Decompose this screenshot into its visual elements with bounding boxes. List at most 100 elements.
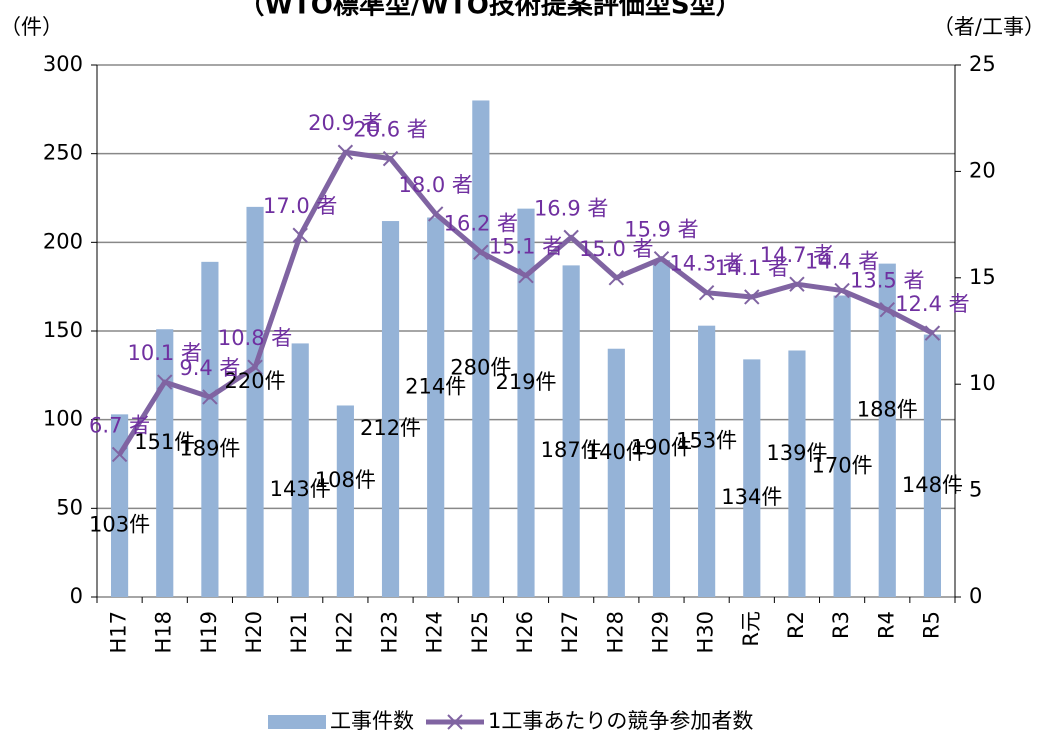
data-label: 9.4 者 bbox=[179, 356, 240, 380]
data-label: 108件 bbox=[315, 468, 376, 492]
legend-swatch bbox=[268, 715, 326, 729]
bar bbox=[562, 265, 580, 597]
data-label: 143件 bbox=[270, 477, 331, 501]
data-label: 280件 bbox=[450, 356, 511, 380]
data-label: 14.7 者 bbox=[760, 243, 834, 267]
data-label: 12.4 者 bbox=[895, 292, 969, 316]
marker bbox=[698, 284, 715, 301]
y-axis-label: （件） bbox=[0, 15, 63, 39]
bar bbox=[878, 263, 896, 597]
data-label: 15.9 者 bbox=[624, 218, 698, 242]
x-tick-label: H24 bbox=[423, 611, 447, 654]
data-label: 103件 bbox=[89, 513, 150, 537]
bar bbox=[517, 208, 535, 597]
data-label: 10.8 者 bbox=[218, 326, 292, 350]
x-tick-label: H30 bbox=[694, 611, 718, 654]
marker bbox=[157, 374, 173, 390]
x-tick-label: H21 bbox=[287, 611, 311, 654]
marker bbox=[924, 325, 941, 341]
legend-label: 工事件数 bbox=[330, 709, 414, 733]
data-label: 212件 bbox=[360, 416, 421, 440]
x-tick-label: R5 bbox=[919, 611, 943, 639]
y-tick-label: 250 bbox=[43, 141, 83, 165]
bar bbox=[833, 295, 851, 597]
bar bbox=[652, 260, 671, 597]
marker bbox=[247, 359, 263, 375]
bar bbox=[923, 334, 942, 597]
x-tick-label: H22 bbox=[332, 611, 356, 654]
bar bbox=[201, 261, 219, 597]
data-label: 134件 bbox=[721, 485, 782, 509]
marker bbox=[563, 229, 579, 246]
y2-tick-label: 10 bbox=[969, 371, 996, 395]
data-label: 220件 bbox=[225, 369, 286, 393]
x-tick-label: H26 bbox=[513, 611, 537, 654]
y-tick-label: 50 bbox=[56, 495, 83, 519]
y-tick-label: 100 bbox=[43, 407, 83, 431]
x-tick-label: H25 bbox=[468, 611, 492, 654]
data-label: 6.7 者 bbox=[89, 413, 150, 437]
data-label: 15.0 者 bbox=[579, 237, 653, 261]
chart-title: （WTO標準型/WTO技術提案評価型S型） bbox=[238, 0, 741, 21]
bar bbox=[698, 325, 716, 597]
marker bbox=[382, 150, 399, 167]
y2-tick-label: 5 bbox=[969, 478, 982, 502]
data-label: 18.0 者 bbox=[398, 173, 472, 197]
x-tick-label: H23 bbox=[378, 611, 402, 654]
data-label: 14.1 者 bbox=[715, 256, 789, 280]
bar bbox=[246, 206, 264, 597]
data-label: 187件 bbox=[541, 438, 602, 462]
marker bbox=[427, 206, 444, 222]
y-tick-label: 300 bbox=[43, 52, 83, 76]
data-label: 151件 bbox=[134, 430, 195, 454]
x-tick-label: H18 bbox=[152, 611, 176, 654]
bar bbox=[156, 329, 174, 597]
data-label: 16.9 者 bbox=[534, 196, 608, 220]
x-tick-label: H19 bbox=[197, 611, 221, 654]
marker bbox=[879, 302, 895, 318]
data-label: 16.2 者 bbox=[444, 211, 518, 235]
x-tick-label: R元 bbox=[739, 611, 763, 647]
bar bbox=[381, 221, 400, 597]
x-tick-label: R2 bbox=[784, 611, 808, 639]
data-label: 13.5 者 bbox=[850, 269, 924, 293]
marker bbox=[292, 227, 308, 243]
marker bbox=[473, 244, 489, 260]
marker bbox=[608, 270, 625, 286]
data-label: 14.4 者 bbox=[805, 250, 879, 274]
data-label: 153件 bbox=[676, 428, 737, 452]
marker bbox=[202, 389, 218, 405]
y2-tick-label: 0 bbox=[969, 584, 982, 608]
marker bbox=[834, 282, 850, 299]
data-label: 190件 bbox=[631, 436, 692, 460]
data-label: 17.0 者 bbox=[263, 194, 337, 218]
x-tick-label: H29 bbox=[648, 611, 672, 654]
x-tick-label: R3 bbox=[829, 611, 853, 639]
x-tick-label: H28 bbox=[603, 611, 627, 654]
bar bbox=[291, 343, 309, 597]
marker bbox=[337, 144, 354, 160]
data-label: 15.1 者 bbox=[489, 235, 563, 259]
data-label: 140件 bbox=[586, 440, 647, 464]
data-label: 10.1 者 bbox=[128, 341, 202, 365]
bar bbox=[472, 100, 490, 597]
y2-tick-label: 15 bbox=[969, 265, 996, 289]
data-label: 170件 bbox=[812, 453, 873, 477]
x-tick-label: R4 bbox=[874, 611, 898, 639]
data-label: 148件 bbox=[902, 473, 963, 497]
bar bbox=[743, 359, 761, 597]
data-label: 20.9 者 bbox=[308, 111, 382, 135]
y-tick-label: 150 bbox=[43, 318, 83, 342]
y2-tick-label: 20 bbox=[969, 158, 996, 182]
bar bbox=[607, 348, 625, 597]
y2-axis-label: （者/工事） bbox=[933, 15, 1045, 39]
data-label: 189件 bbox=[179, 436, 240, 460]
y-tick-label: 0 bbox=[70, 584, 83, 608]
y2-tick-label: 25 bbox=[969, 52, 996, 76]
y-tick-label: 200 bbox=[43, 229, 83, 253]
legend-marker bbox=[447, 714, 463, 730]
marker bbox=[789, 276, 805, 292]
x-tick-label: H20 bbox=[242, 611, 266, 654]
marker bbox=[653, 250, 670, 267]
